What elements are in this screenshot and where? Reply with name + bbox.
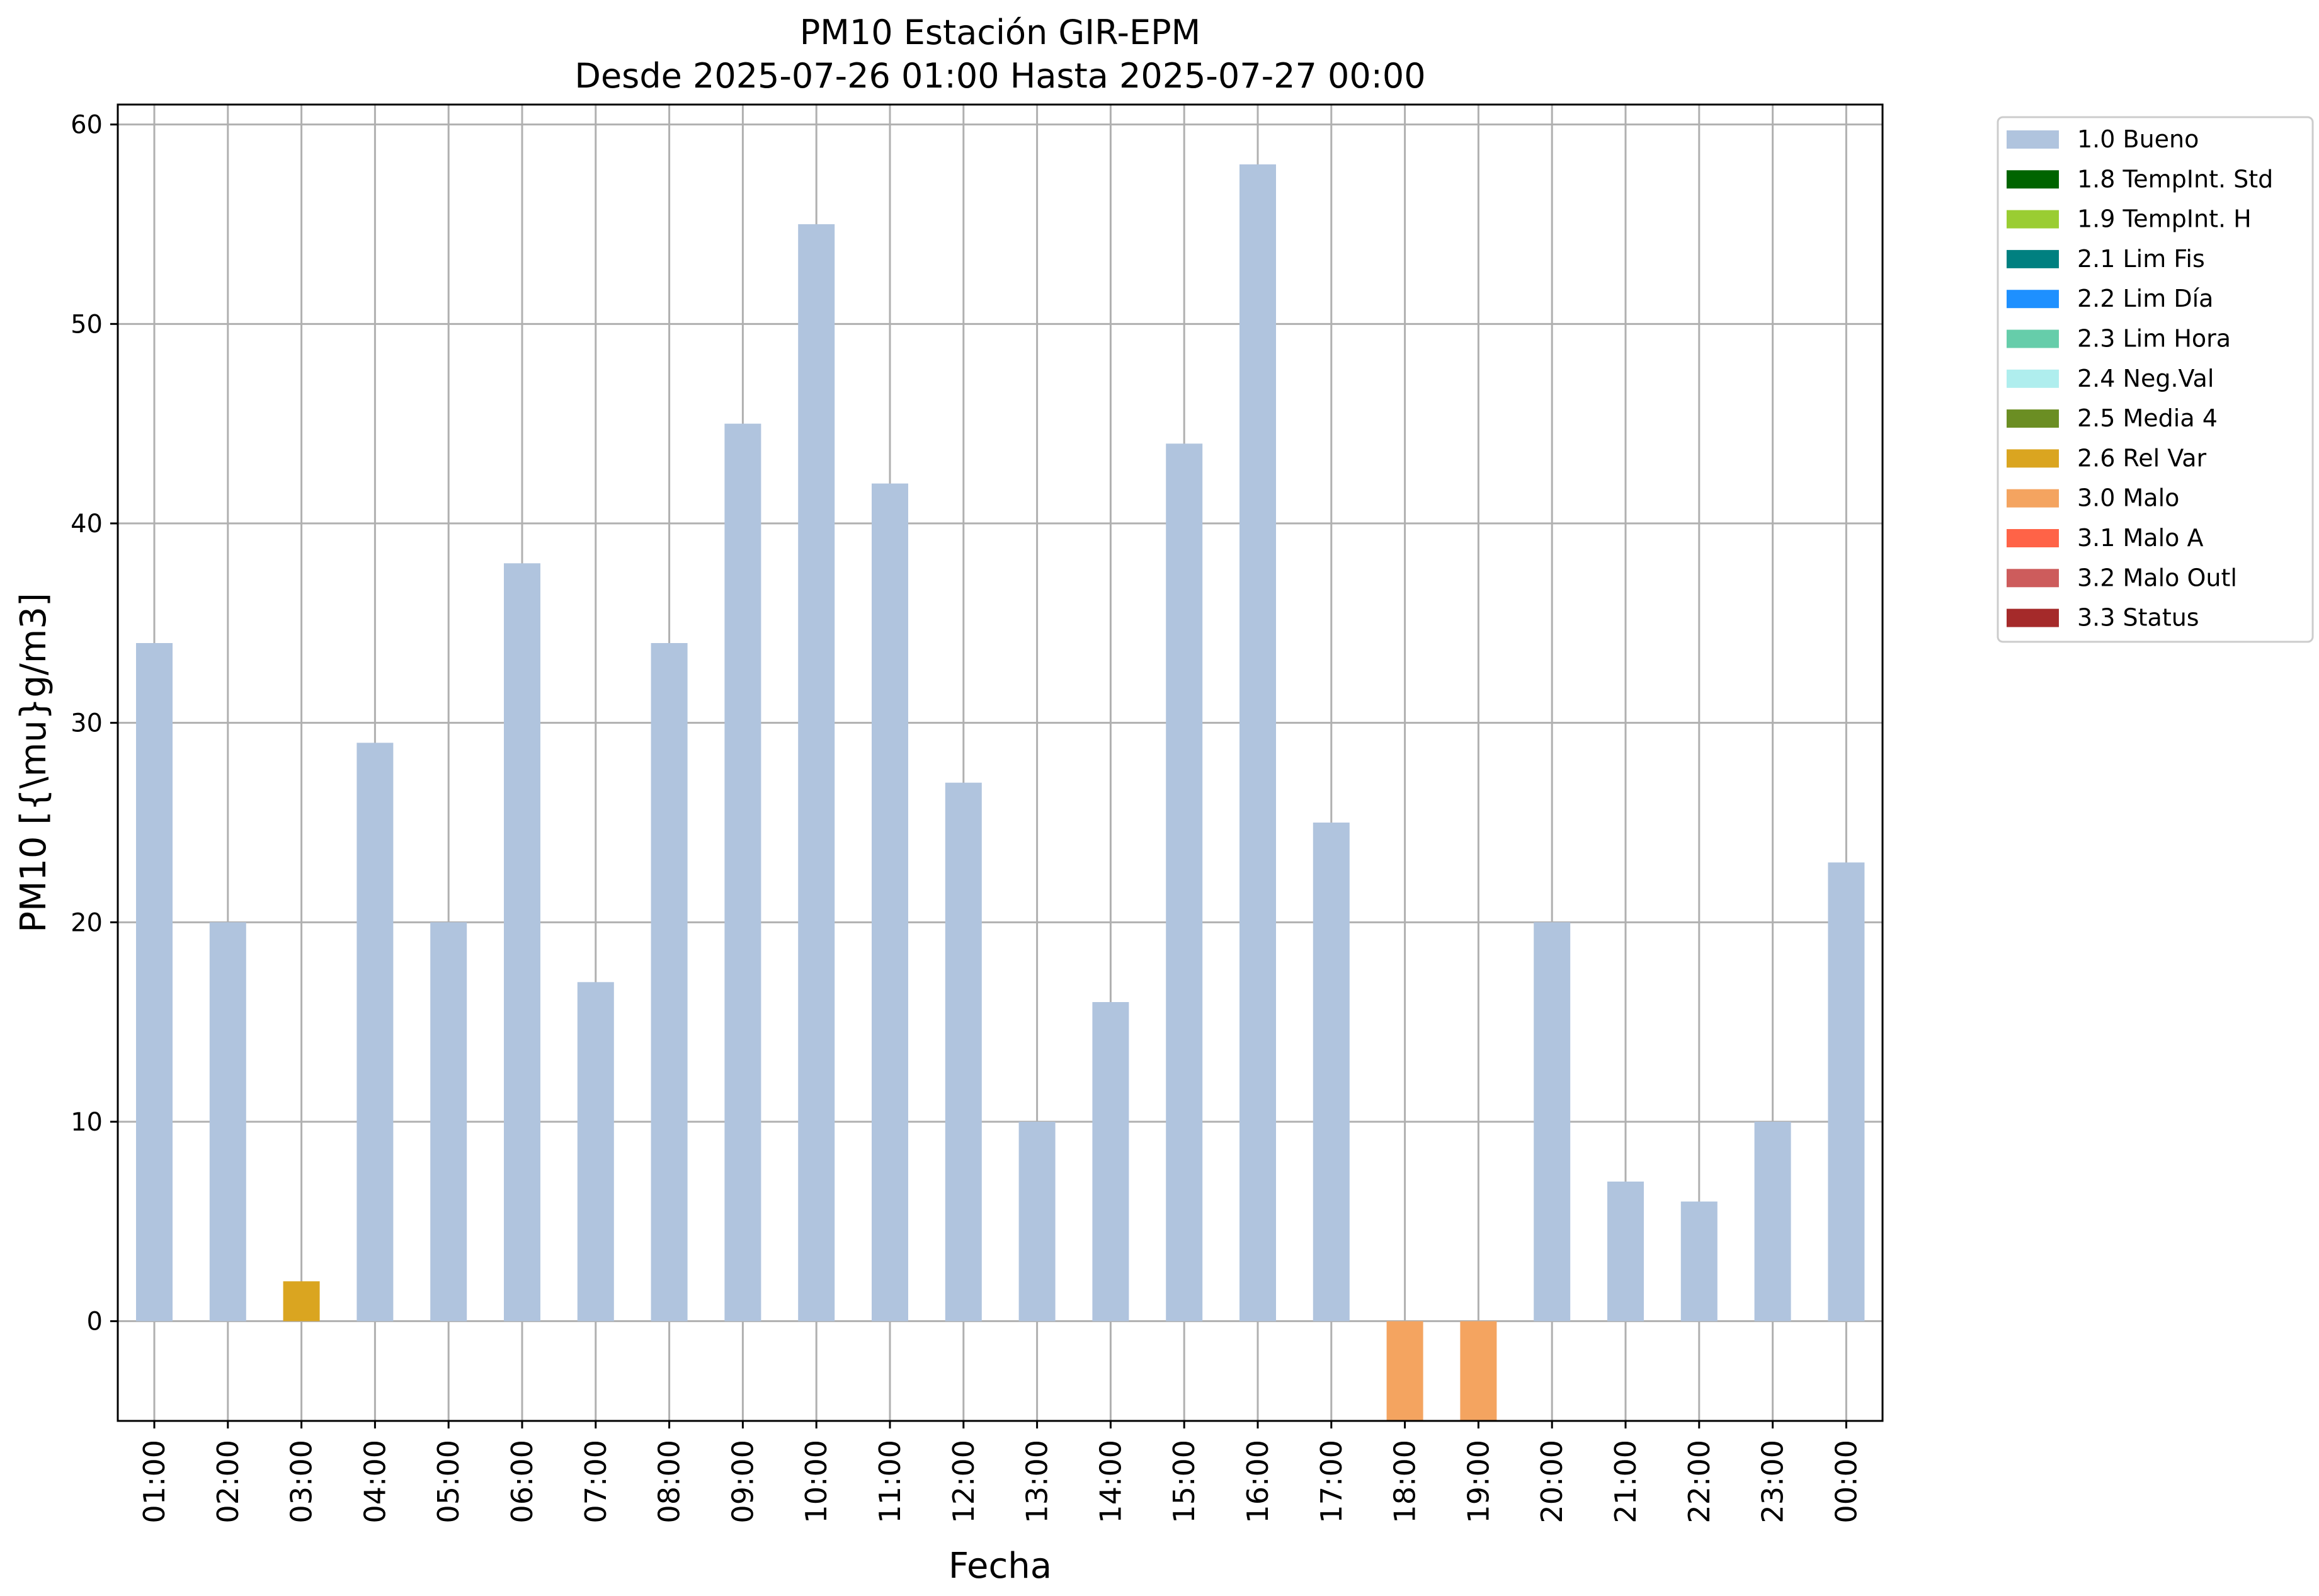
bar-2200 [1680, 1201, 1718, 1321]
bar-2100 [1607, 1182, 1644, 1321]
x-tick-label: 03:00 [285, 1440, 319, 1524]
bar-0700 [577, 982, 614, 1321]
y-gridlines [118, 123, 1883, 1323]
y-tick-label: 60 [71, 111, 103, 140]
legend-swatch [2007, 210, 2059, 229]
legend-label: 1.8 TempInt. Std [2077, 165, 2273, 193]
x-tick-label: 23:00 [1756, 1440, 1790, 1524]
x-tick-label: 10:00 [799, 1440, 833, 1524]
legend-swatch [2007, 130, 2059, 149]
legend-label: 2.1 Lim Fis [2077, 245, 2205, 273]
bar-1400 [1092, 1002, 1129, 1321]
x-tick-label: 04:00 [358, 1440, 392, 1524]
plot-frame [117, 103, 1884, 1422]
bar-0600 [504, 563, 540, 1321]
legend-label: 3.3 Status [2077, 604, 2199, 632]
bar-0800 [651, 643, 688, 1321]
bar-0400 [356, 743, 394, 1321]
x-tick-label: 12:00 [947, 1440, 981, 1524]
x-tick-label: 13:00 [1020, 1440, 1054, 1524]
bar-0200 [209, 922, 246, 1321]
legend-label: 2.2 Lim Día [2077, 285, 2213, 312]
legend-swatch [2007, 608, 2059, 627]
chart-subtitle: Desde 2025-07-26 01:00 Hasta 2025-07-27 … [574, 56, 1425, 96]
x-tick-label: 11:00 [873, 1440, 907, 1524]
bar-1200 [945, 782, 982, 1321]
bar-0100 [136, 643, 173, 1321]
legend-swatch [2007, 329, 2059, 348]
legend-label: 2.5 Media 4 [2077, 404, 2218, 432]
y-tick-label: 0 [87, 1308, 103, 1337]
bar-1300 [1018, 1122, 1056, 1321]
y-tick-label: 10 [71, 1108, 103, 1137]
legend-label: 3.1 Malo A [2077, 524, 2203, 552]
y-axis-ticks: 0 10 20 30 40 50 60 [71, 111, 118, 1337]
bar-1800 [1386, 1321, 1423, 1421]
y-tick-label: 30 [71, 709, 103, 738]
bar-1000 [798, 224, 835, 1321]
bar-0500 [430, 922, 467, 1321]
x-tick-label: 18:00 [1388, 1440, 1422, 1524]
legend-swatch [2007, 170, 2059, 189]
x-tick-label: 21:00 [1609, 1440, 1643, 1524]
x-tick-label: 17:00 [1314, 1440, 1348, 1524]
x-axis-ticks: 01:00 02:00 03:00 04:00 05:00 06:00 07:00 08:00… [137, 1421, 1863, 1524]
legend-swatch [2007, 529, 2059, 547]
bar-1100 [872, 483, 908, 1321]
x-tick-label: 06:00 [505, 1440, 539, 1524]
bars [136, 164, 1865, 1421]
legend-label: 2.4 Neg.Val [2077, 365, 2214, 392]
x-tick-label: 22:00 [1682, 1440, 1716, 1524]
x-tick-label: 01:00 [137, 1440, 171, 1524]
legend-swatch [2007, 489, 2059, 508]
x-tick-label: 08:00 [652, 1440, 687, 1524]
x-tick-label: 19:00 [1461, 1440, 1495, 1524]
legend-label: 2.3 Lim Hora [2077, 325, 2231, 353]
bar-1600 [1239, 164, 1276, 1321]
x-tick-label: 16:00 [1241, 1440, 1275, 1524]
legend-swatch [2007, 369, 2059, 388]
legend-swatch [2007, 290, 2059, 309]
legend-swatch [2007, 409, 2059, 428]
legend-label: 1.9 TempInt. H [2077, 205, 2252, 233]
x-tick-label: 05:00 [431, 1440, 465, 1524]
x-tick-label: 02:00 [211, 1440, 245, 1524]
legend-label: 1.0 Bueno [2077, 125, 2199, 153]
legend-label: 2.6 Rel Var [2077, 444, 2207, 472]
bar-0300 [283, 1281, 320, 1321]
x-tick-label: 15:00 [1167, 1440, 1201, 1524]
bar-1500 [1166, 443, 1203, 1321]
bar-1700 [1313, 823, 1350, 1321]
y-tick-label: 40 [71, 510, 103, 539]
bar-2000 [1534, 922, 1571, 1321]
chart-title: PM10 Estación GIR-EPM [800, 13, 1201, 52]
x-tick-label: 00:00 [1829, 1440, 1863, 1524]
bar-0900 [724, 423, 761, 1321]
x-tick-label: 20:00 [1535, 1440, 1569, 1524]
legend-frame [1997, 116, 2314, 643]
x-tick-label: 07:00 [579, 1440, 613, 1524]
y-tick-label: 20 [71, 908, 103, 937]
x-tick-label: 09:00 [726, 1440, 760, 1524]
y-tick-label: 50 [71, 310, 103, 339]
x-axis-label: Fecha [949, 1546, 1052, 1587]
legend-swatch [2007, 249, 2059, 268]
bar-2300 [1754, 1122, 1791, 1321]
y-axis-label: PM10 [{\mu}g/m3] [13, 593, 54, 933]
legend-swatch [2007, 569, 2059, 588]
legend-label: 3.0 Malo [2077, 484, 2179, 512]
legend-swatch [2007, 449, 2059, 468]
bar-0000 [1828, 862, 1865, 1321]
x-tick-label: 14:00 [1093, 1440, 1127, 1524]
bar-1900 [1460, 1321, 1497, 1421]
legend: 1.0 Bueno 1.8 TempInt. Std 1.9 TempInt. H 2… [1997, 116, 2314, 643]
legend-label: 3.2 Malo Outl [2077, 564, 2237, 591]
